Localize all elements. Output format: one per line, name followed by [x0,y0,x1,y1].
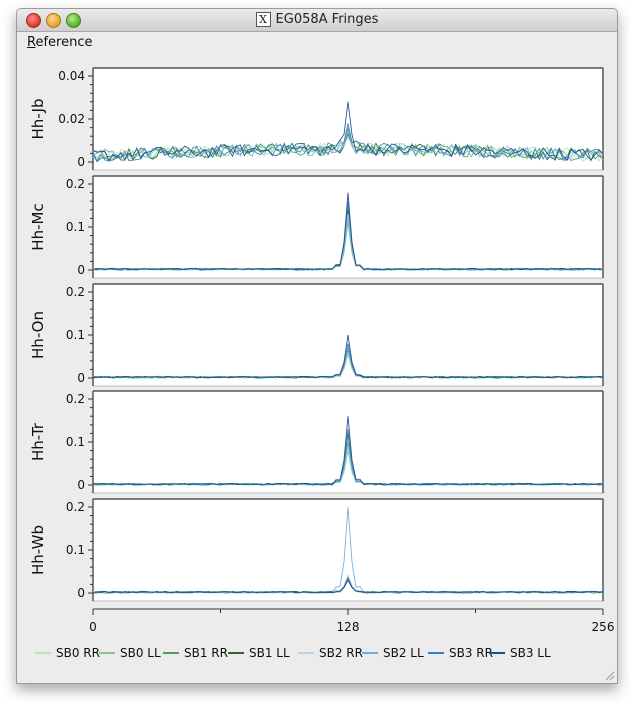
legend-label: SB0 RR [56,646,100,660]
y-tick-label: 0.1 [66,220,85,234]
y-tick-label: 0.1 [66,543,85,557]
series-line-sb3-ll [92,416,604,486]
menu-reference[interactable]: Reference [27,35,93,50]
legend-label: SB0 LL [120,646,161,660]
series-line-sb3-rr [92,343,604,379]
y-tick-label: 0.2 [66,392,85,406]
zoom-button[interactable] [66,13,81,28]
panel-label: Hh-Jb [29,99,47,140]
y-tick-label: 0.2 [66,285,85,299]
series-line-sb3-rr [92,123,604,163]
y-tick-label: 0.1 [66,328,85,342]
legend-label: SB2 LL [383,646,424,660]
fringe-plot: 0 0.02 0.04 Hh-Jb 0 0.1 0.2 Hh-Mc 0 0.1 0.2 Hh-On 0 0… [29,67,615,660]
x11-icon: X [255,12,271,27]
resize-grip-icon[interactable] [603,669,615,681]
series-line-sb3-ll [92,101,604,162]
series-line-sb3-ll [92,192,604,271]
panel-frame [92,498,604,602]
legend-label: SB3 LL [510,646,551,660]
y-tick-label: 0 [77,478,85,492]
x-tick-label: 128 [337,620,360,634]
window-title-group: X EG058A Fringes [17,12,617,27]
legend-label: SB1 RR [184,646,228,660]
series-line-sb3-rr [92,201,604,271]
y-tick-label: 0.1 [66,435,85,449]
y-tick-label: 0.04 [58,69,85,83]
panel-label: Hh-Tr [29,422,47,461]
series-line-sb3-rr [92,576,604,594]
fringes-window: X EG058A Fringes Reference 0 0.02 0.04 Hh-Jb… [16,8,618,684]
x-tick-label: 0 [89,620,97,634]
panel-label: Hh-On [29,311,47,359]
legend-label: SB1 LL [249,646,290,660]
legend-label: SB3 RR [449,646,493,660]
y-tick-label: 0 [77,586,85,600]
minimize-button[interactable] [46,13,61,28]
title-bar[interactable]: X EG058A Fringes [17,9,617,32]
y-tick-label: 0 [77,371,85,385]
legend-label: SB2 RR [319,646,363,660]
window-title: EG058A Fringes [275,12,379,27]
series-line-sb3-ll [92,334,604,379]
y-tick-label: 0 [77,155,85,169]
y-tick-label: 0.2 [66,500,85,514]
x-tick-label: 256 [592,620,615,634]
y-tick-label: 0.2 [66,177,85,191]
close-button[interactable] [26,13,41,28]
series-line-sb1-rr [92,127,604,162]
panel-label: Hh-Mc [29,203,47,250]
panel-frame [92,175,604,279]
y-tick-label: 0 [77,263,85,277]
series-line-sb2-ll [92,506,604,594]
menu-bar: Reference [17,32,617,52]
series-line-sb3-ll [92,579,604,594]
y-tick-label: 0.02 [58,112,85,126]
series-line-sb3-rr [92,429,604,486]
panel-label: Hh-Wb [29,525,47,575]
